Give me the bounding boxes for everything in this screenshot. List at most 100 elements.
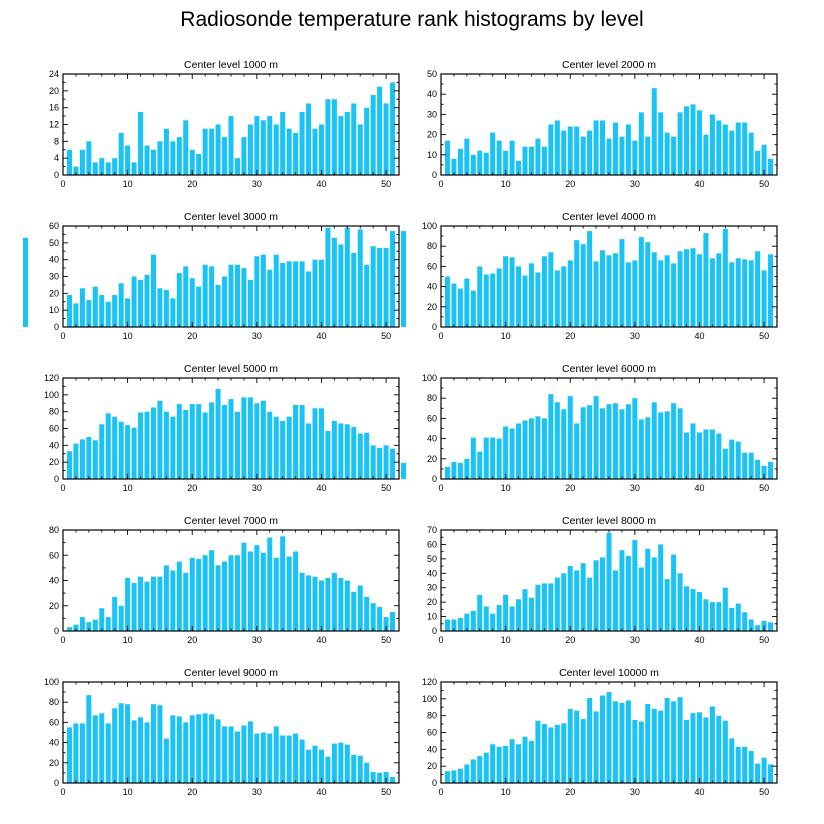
x-tick-label: 10 xyxy=(123,179,133,189)
bar xyxy=(600,120,606,175)
bar xyxy=(267,411,273,479)
histogram-panel-6: Center level 6000 m 0 10 20 30 40 50 0 20 40 60 80 1… xyxy=(401,363,778,493)
bar xyxy=(331,420,337,479)
bar xyxy=(312,128,318,175)
x-tick-label: 40 xyxy=(694,635,704,645)
bar xyxy=(522,275,528,327)
bar xyxy=(516,744,522,783)
bar xyxy=(299,572,305,631)
bar xyxy=(658,544,664,631)
bar xyxy=(477,150,483,175)
bar xyxy=(645,703,651,783)
bar xyxy=(444,140,450,175)
bar xyxy=(383,445,389,479)
bar xyxy=(729,439,735,479)
bar xyxy=(593,711,599,783)
bar xyxy=(273,254,279,327)
bar xyxy=(541,418,547,479)
bar xyxy=(247,279,253,327)
bar xyxy=(632,540,638,631)
bar xyxy=(684,106,690,175)
bar xyxy=(364,107,370,175)
bar xyxy=(574,710,580,783)
bar xyxy=(138,111,144,176)
bar xyxy=(299,404,305,479)
x-tick-label: 0 xyxy=(438,483,443,493)
bar xyxy=(464,458,470,479)
bar xyxy=(761,270,767,327)
bar xyxy=(470,610,476,631)
bar xyxy=(703,233,709,327)
bar xyxy=(528,740,534,783)
bar xyxy=(716,715,722,783)
bar xyxy=(331,743,337,783)
x-tick-label: 30 xyxy=(252,331,262,341)
bar xyxy=(658,710,664,783)
bar xyxy=(254,116,260,175)
bar xyxy=(735,258,741,327)
bar xyxy=(280,536,286,631)
bar xyxy=(280,420,286,479)
bar xyxy=(671,263,677,327)
bar xyxy=(228,264,234,327)
bar xyxy=(338,244,344,327)
bar xyxy=(709,114,715,175)
bar xyxy=(312,576,318,631)
bar xyxy=(357,585,363,631)
x-tick-label: 50 xyxy=(381,331,391,341)
bar xyxy=(286,556,292,631)
bar xyxy=(306,423,312,479)
bar xyxy=(260,732,266,783)
y-tick-label: 4 xyxy=(54,153,59,163)
bar xyxy=(299,739,305,783)
bar xyxy=(163,128,169,175)
bar xyxy=(535,584,541,631)
bar xyxy=(651,557,657,631)
y-tick-label: 40 xyxy=(427,744,437,754)
bar xyxy=(144,274,150,327)
bar xyxy=(541,583,547,631)
y-tick-label: 60 xyxy=(427,413,437,423)
bar xyxy=(286,261,292,327)
bar xyxy=(574,423,580,479)
y-tick-label: 20 xyxy=(427,130,437,140)
bar xyxy=(567,260,573,327)
bar xyxy=(509,606,515,631)
bar xyxy=(86,436,92,479)
bar xyxy=(593,560,599,631)
bar xyxy=(196,153,202,175)
bar xyxy=(318,259,324,327)
bar xyxy=(671,136,677,175)
bar xyxy=(112,416,118,479)
bar xyxy=(612,701,618,783)
y-tick-label: 20 xyxy=(49,288,59,298)
bar xyxy=(528,146,534,175)
x-tick-label: 10 xyxy=(501,331,511,341)
bar xyxy=(125,704,131,783)
y-tick-label: 0 xyxy=(54,170,59,180)
bar xyxy=(364,596,370,631)
x-tick-label: 30 xyxy=(630,179,640,189)
bar xyxy=(658,112,664,175)
bar xyxy=(79,617,85,631)
bar xyxy=(503,256,509,327)
bar xyxy=(351,426,357,479)
bar xyxy=(222,404,228,479)
bar xyxy=(477,266,483,327)
bar xyxy=(209,402,215,479)
bar xyxy=(383,617,389,631)
bar xyxy=(170,298,176,327)
bar xyxy=(99,158,105,175)
bar xyxy=(383,771,389,783)
bar xyxy=(548,252,554,327)
bar xyxy=(125,425,131,479)
bar xyxy=(651,252,657,327)
bar xyxy=(729,607,735,631)
bar xyxy=(241,542,247,632)
bar xyxy=(638,237,644,327)
bar xyxy=(761,757,767,783)
bar xyxy=(99,713,105,783)
bar xyxy=(748,260,754,327)
y-tick-label: 20 xyxy=(49,601,59,611)
y-tick-label: 60 xyxy=(49,221,59,231)
